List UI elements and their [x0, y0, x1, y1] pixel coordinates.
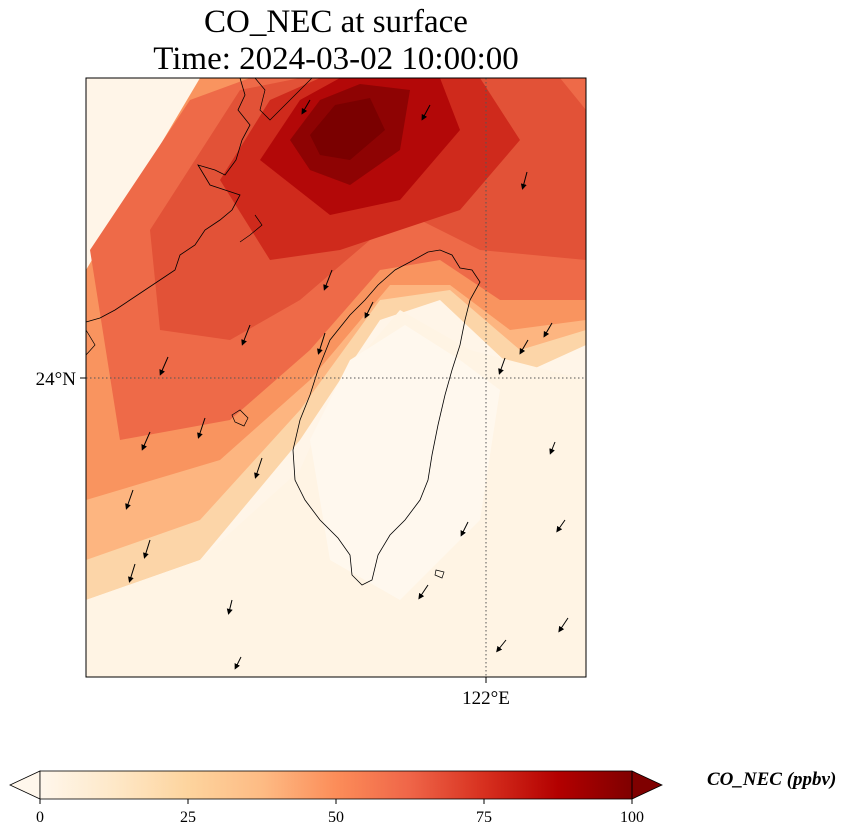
concentration-field: [86, 78, 586, 677]
lat-tick-label: 24°N: [36, 369, 77, 390]
colorbar-tick-label: 75: [476, 809, 492, 826]
wind-vectors: [125, 99, 569, 670]
map-title-line2: Time: 2024-03-02 10:00:00: [153, 41, 519, 77]
colorbar-tick-label: 100: [620, 809, 644, 826]
colorbar-tick-label: 0: [36, 809, 44, 826]
taiwan-coastline: [292, 249, 481, 586]
colorbar-label: CO_NEC (ppbv): [707, 769, 837, 790]
lon-tick-label: 122°E: [462, 688, 510, 709]
map-title-line1: CO_NEC at surface: [204, 4, 468, 40]
colorbar-tick-label: 25: [180, 809, 196, 826]
china-coastline: [85, 77, 251, 323]
colorbar-tick-label: 50: [328, 809, 344, 826]
colorbar: 0 25 50 75 100: [9, 770, 663, 826]
